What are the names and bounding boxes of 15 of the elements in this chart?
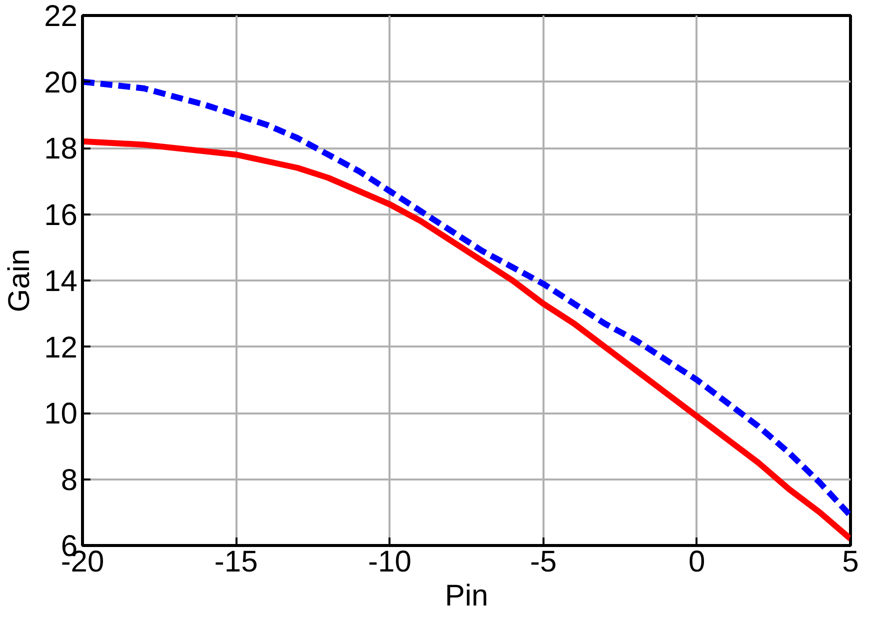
y-tick-label: 14 [44, 265, 78, 298]
x-tick-label: -15 [214, 546, 258, 578]
x-tick-label: -10 [368, 546, 412, 578]
x-axis-title: Pin [444, 580, 488, 612]
y-tick-label: 12 [44, 331, 78, 364]
y-tick-label: 22 [44, 0, 78, 33]
y-tick-label: 16 [44, 198, 78, 232]
x-tick-label: 5 [842, 546, 859, 578]
x-tick-label: -5 [530, 546, 557, 578]
y-tick-label: 18 [44, 132, 78, 166]
y-tick-label: 10 [44, 398, 78, 430]
x-tick-label: 0 [688, 546, 706, 578]
y-axis-title: Gain [3, 248, 36, 312]
y-tick-label: 8 [60, 464, 78, 497]
y-tick-label: 20 [44, 66, 78, 100]
